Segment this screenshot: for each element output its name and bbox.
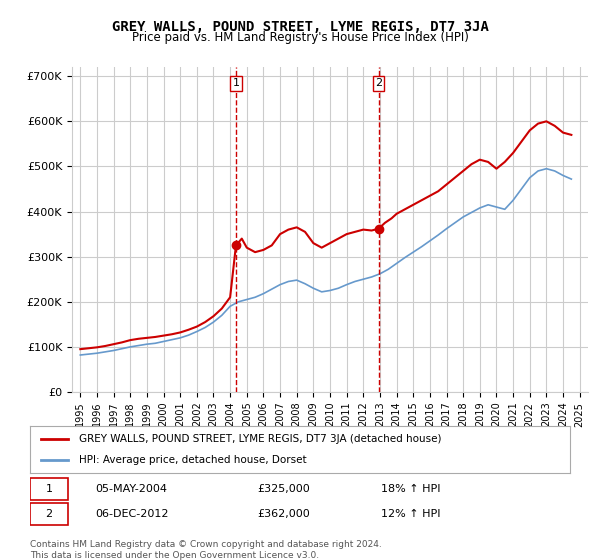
Text: GREY WALLS, POUND STREET, LYME REGIS, DT7 3JA (detached house): GREY WALLS, POUND STREET, LYME REGIS, DT… (79, 434, 441, 444)
Text: GREY WALLS, POUND STREET, LYME REGIS, DT7 3JA: GREY WALLS, POUND STREET, LYME REGIS, DT… (112, 20, 488, 34)
Text: 2: 2 (375, 78, 382, 88)
Text: 05-MAY-2004: 05-MAY-2004 (95, 484, 167, 493)
FancyBboxPatch shape (30, 503, 68, 525)
Text: £325,000: £325,000 (257, 484, 310, 493)
Text: 12% ↑ HPI: 12% ↑ HPI (381, 510, 440, 519)
Text: 1: 1 (46, 484, 52, 493)
Text: Price paid vs. HM Land Registry's House Price Index (HPI): Price paid vs. HM Land Registry's House … (131, 31, 469, 44)
Text: 1: 1 (232, 78, 239, 88)
FancyBboxPatch shape (30, 478, 68, 500)
Text: 2: 2 (46, 510, 52, 519)
Text: Contains HM Land Registry data © Crown copyright and database right 2024.
This d: Contains HM Land Registry data © Crown c… (30, 540, 382, 560)
Text: 06-DEC-2012: 06-DEC-2012 (95, 510, 168, 519)
Text: HPI: Average price, detached house, Dorset: HPI: Average price, detached house, Dors… (79, 455, 306, 465)
Text: 18% ↑ HPI: 18% ↑ HPI (381, 484, 440, 493)
Text: £362,000: £362,000 (257, 510, 310, 519)
